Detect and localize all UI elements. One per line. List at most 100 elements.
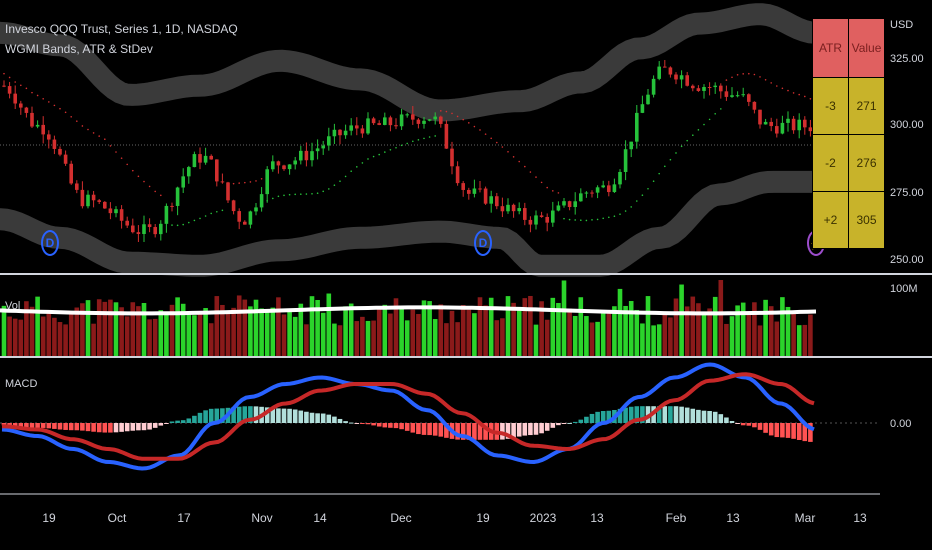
trend-dot [260,177,263,180]
candle-body [47,134,51,140]
candle-body [310,151,314,161]
volume-bar [343,306,348,356]
trend-dot [266,199,269,202]
candle-body [483,188,488,204]
candle-body [422,120,426,124]
candle-body [803,119,807,128]
trend-dot [300,193,302,195]
trend-dot [412,140,414,143]
candle-body [741,94,745,96]
trend-dot [361,162,364,164]
candle-body [635,112,639,142]
candle-body [91,194,96,201]
volume-bar [623,305,628,356]
volume-bar [281,314,287,356]
macd-panel-title[interactable]: MACD [5,378,38,390]
trend-dot [563,217,565,220]
candle-body [371,118,376,124]
histogram-bar [152,423,158,428]
candle-body [752,101,757,110]
histogram-bar [550,423,556,428]
indicator-title[interactable]: WGMI Bands, ATR & StDev [5,42,153,56]
histogram-bar [220,408,225,423]
histogram-bar [455,423,460,440]
volume-bar [628,301,634,356]
trend-dot [115,151,117,153]
trend-dot [568,218,571,221]
candle-body [489,196,493,204]
histogram-bar [808,423,813,442]
volume-bar [539,301,544,356]
volume-bar [460,305,466,356]
date-axis[interactable]: 19 Oct 17 Nov 14 Dec 19 2023 13 Feb 13 Mar 13 [42,511,867,525]
dividend-marker[interactable]: D [474,230,492,256]
volume-bar [740,302,746,356]
date-tick-label: 19 [476,511,490,525]
trend-dot [753,73,756,76]
volume-panel-title[interactable]: Vol [5,300,21,312]
histogram-bar [29,423,35,428]
histogram-bar [18,423,24,427]
trend-dot [389,148,392,151]
trend-dot [720,108,722,110]
histogram-bar [724,417,729,423]
volume-bar [690,296,696,356]
trend-dot [322,190,325,193]
histogram-bar [483,423,488,440]
candle-body [539,215,544,217]
candle-body [243,221,247,225]
candle-body [528,219,533,225]
candle-body [254,207,258,212]
histogram-bar [556,423,561,426]
candle-body [455,166,460,184]
histogram-bar [326,414,332,423]
histogram-bar [40,423,46,428]
volume-bar [108,299,113,356]
candle-body [293,160,297,165]
table-cell-atr: +2 [812,191,849,249]
volume-bar [192,315,197,356]
trend-dot [210,212,212,215]
candle-body [394,125,398,127]
trend-dot [714,112,716,115]
trend-dot [148,185,151,188]
trend-dot [3,72,5,75]
candle-body [237,211,241,222]
volume-bar [298,303,304,356]
candle-body [198,154,202,163]
trend-dot [456,115,459,118]
volume-bar [186,314,192,356]
dividend-marker[interactable]: D [41,230,59,256]
histogram-bar [208,408,214,423]
symbol-title[interactable]: Invesco QQQ Trust, Series 1, 1D, NASDAQ [5,22,238,36]
trend-dot [619,213,621,215]
trend-dot [759,76,761,78]
histogram-bar [634,406,640,423]
histogram-bar [791,423,796,439]
macd-axis-label: 0.00 [890,418,911,430]
volume-bar [410,309,416,356]
trend-dot [675,152,677,154]
date-tick-label: 13 [590,511,604,525]
volume-bar [550,297,556,356]
trend-dot [697,129,700,131]
trend-dot [76,120,78,122]
trend-dot [658,172,660,175]
trend-dot [535,176,537,178]
candle-body [119,209,124,221]
candle-body [747,94,751,102]
candle-body [399,114,404,127]
candle-body [383,117,387,125]
candle-body [674,74,678,80]
trend-dot [232,182,235,185]
histogram-bar [24,423,29,428]
candle-body [271,161,275,170]
histogram-bar [203,410,208,423]
volume-bar [438,304,444,356]
volume-bar [802,324,808,356]
table-cell-atr: -2 [812,134,849,192]
volume-bar [292,316,298,356]
trend-dot [736,74,739,76]
candle-body [427,119,432,121]
histogram-bar [662,406,668,423]
